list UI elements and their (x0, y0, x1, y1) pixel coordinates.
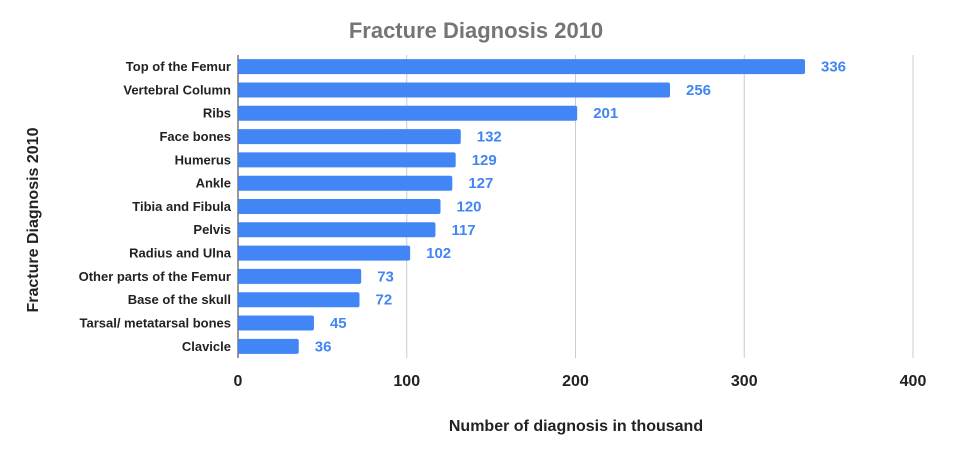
y-tick-label: Ribs (203, 106, 231, 121)
value-label: 72 (376, 292, 393, 309)
y-tick-label: Clavicle (182, 339, 231, 354)
bar (238, 338, 299, 354)
value-label: 127 (468, 175, 493, 192)
value-label: 201 (593, 105, 618, 122)
x-axis-title: Number of diagnosis in thousand (449, 418, 703, 435)
value-label: 129 (472, 152, 497, 169)
y-tick-label: Tarsal/ metatarsal bones (80, 315, 232, 330)
y-tick-label: Pelvis (193, 222, 231, 237)
value-label: 117 (451, 222, 475, 239)
y-tick-label: Top of the Femur (126, 59, 231, 74)
bar (238, 82, 670, 98)
y-tick-label: Humerus (175, 152, 231, 167)
y-axis-title: Fracture Diagnosis 2010 (25, 127, 42, 312)
bar (238, 105, 578, 121)
bar (238, 315, 314, 331)
value-label: 132 (477, 129, 502, 146)
y-tick-label: Ankle (196, 176, 231, 191)
x-tick-label: 100 (393, 373, 420, 390)
x-tick-label: 300 (731, 373, 758, 390)
bar (238, 129, 461, 145)
chart-title: Fracture Diagnosis 2010 (349, 18, 603, 43)
value-label: 336 (821, 59, 846, 76)
bar (238, 152, 456, 168)
x-tick-label: 400 (900, 373, 927, 390)
value-label: 102 (426, 245, 451, 262)
bar (238, 292, 360, 308)
bar (238, 59, 805, 75)
y-tick-label: Tibia and Fibula (132, 199, 231, 214)
x-tick-label: 200 (562, 373, 589, 390)
value-label: 256 (686, 82, 711, 99)
value-label: 45 (330, 315, 347, 332)
y-tick-label: Other parts of the Femur (79, 269, 231, 284)
bar (238, 268, 362, 284)
y-tick-label: Base of the skull (128, 292, 231, 307)
bar (238, 245, 411, 261)
bar (238, 175, 453, 191)
x-tick-label: 0 (234, 373, 243, 390)
value-label: 36 (315, 338, 332, 355)
y-tick-label: Face bones (159, 129, 231, 144)
value-label: 120 (457, 198, 482, 215)
y-tick-label: Vertebral Column (123, 82, 231, 97)
y-tick-label: Radius and Ulna (129, 246, 232, 261)
value-label: 73 (377, 268, 394, 285)
bar (238, 199, 441, 214)
bar (238, 222, 436, 238)
